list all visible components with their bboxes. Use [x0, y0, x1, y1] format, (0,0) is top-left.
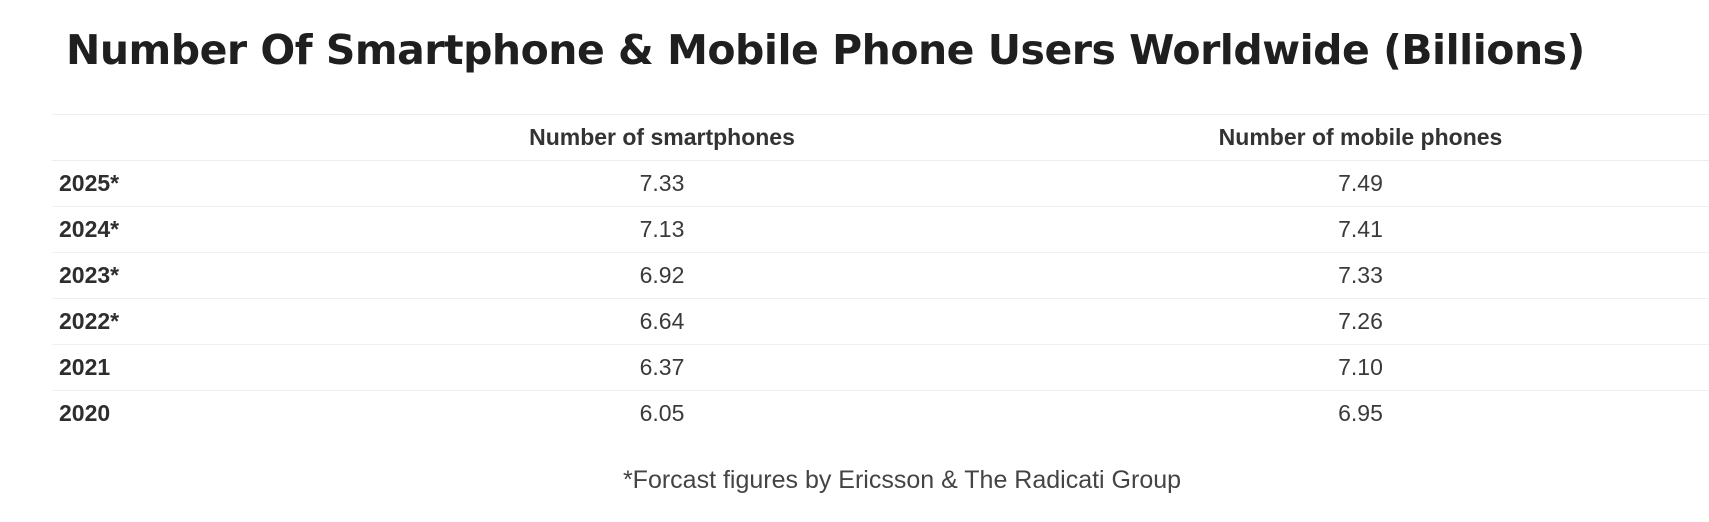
- mobile-phones-cell: 6.95: [1338, 400, 1383, 426]
- table-header: Number of smartphones Number of mobile p…: [52, 114, 1709, 161]
- header-row: Number of smartphones Number of mobile p…: [52, 114, 1709, 161]
- smartphones-cell: 7.33: [312, 160, 1012, 207]
- table-row: 2024* 7.13 7.41: [52, 206, 1709, 253]
- table-row: 2023* 6.92 7.33: [52, 252, 1709, 299]
- year-cell: 2020: [59, 400, 111, 426]
- header-mobile-phones: Number of mobile phones: [1012, 114, 1709, 161]
- footnote: *Forcast figures by Ericsson & The Radic…: [622, 466, 1182, 494]
- mobile-phones-cell: 7.10: [1012, 344, 1709, 391]
- smartphones-cell: 6.37: [312, 344, 1012, 391]
- table-row: 2021 6.37 7.10: [52, 344, 1709, 391]
- year-cell: 2025*: [52, 160, 312, 207]
- data-table: Number of smartphones Number of mobile p…: [52, 114, 1709, 436]
- header-smartphones: Number of smartphones: [312, 114, 1012, 161]
- table-row: 2025* 7.33 7.49: [52, 160, 1709, 207]
- mobile-phones-cell: 7.26: [1012, 298, 1709, 345]
- smartphones-cell: 6.64: [312, 298, 1012, 345]
- table-body: 2025* 7.33 7.49 2024* 7.13 7.41 2023* 6.…: [52, 160, 1709, 437]
- year-cell: 2022*: [52, 298, 312, 345]
- smartphones-cell: 7.13: [312, 206, 1012, 253]
- table-row: 2022* 6.64 7.26: [52, 298, 1709, 345]
- mobile-phones-cell: 7.41: [1012, 206, 1709, 253]
- chart-title: Number Of Smartphone & Mobile Phone User…: [66, 26, 1585, 74]
- data-table-container: Number of smartphones Number of mobile p…: [52, 114, 1709, 436]
- header-year: [52, 114, 312, 161]
- mobile-phones-cell: 7.49: [1012, 160, 1709, 207]
- year-cell: 2021: [52, 344, 312, 391]
- smartphones-cell: 6.92: [312, 252, 1012, 299]
- mobile-phones-cell: 7.33: [1012, 252, 1709, 299]
- year-cell: 2024*: [52, 206, 312, 253]
- year-cell: 2023*: [52, 252, 312, 299]
- table-row: 2020 6.05 6.95: [52, 391, 1709, 437]
- smartphones-cell: 6.05: [639, 400, 685, 426]
